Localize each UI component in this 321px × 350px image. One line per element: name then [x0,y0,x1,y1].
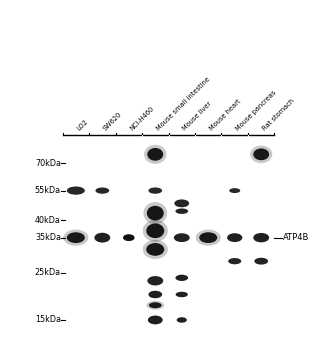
Text: ATP4B: ATP4B [282,233,309,242]
Ellipse shape [148,291,162,298]
Ellipse shape [147,206,164,220]
Text: Mouse pancreas: Mouse pancreas [235,89,277,132]
Ellipse shape [227,233,242,242]
Text: 70kDa: 70kDa [35,159,61,168]
Text: 40kDa: 40kDa [35,216,61,224]
Text: 35kDa: 35kDa [35,233,61,242]
Ellipse shape [143,240,168,259]
Text: NCI-H460: NCI-H460 [129,105,155,132]
Ellipse shape [67,232,85,243]
Ellipse shape [174,199,189,207]
Ellipse shape [229,188,240,193]
Ellipse shape [148,188,162,194]
Ellipse shape [177,317,187,323]
Ellipse shape [67,187,85,195]
Text: 25kDa: 25kDa [35,268,61,278]
Ellipse shape [143,202,167,224]
Ellipse shape [144,145,166,164]
Ellipse shape [176,292,188,297]
Text: 15kDa: 15kDa [35,315,61,324]
Ellipse shape [147,276,163,286]
Ellipse shape [94,233,110,243]
Ellipse shape [253,233,269,242]
Ellipse shape [250,146,272,163]
Ellipse shape [228,258,241,264]
Ellipse shape [254,258,268,265]
Text: LO2: LO2 [76,119,89,132]
Text: Mouse liver: Mouse liver [182,101,213,132]
Ellipse shape [175,209,188,214]
Ellipse shape [149,302,162,308]
Ellipse shape [199,232,217,243]
Ellipse shape [146,301,164,310]
Ellipse shape [253,148,269,160]
Ellipse shape [63,230,89,246]
Ellipse shape [123,234,134,241]
Text: Rat stomach: Rat stomach [261,98,295,132]
Ellipse shape [95,188,109,194]
Text: 55kDa: 55kDa [35,186,61,195]
Ellipse shape [195,230,221,246]
Ellipse shape [146,223,164,238]
Text: Mouse small intestine: Mouse small intestine [155,76,211,132]
Ellipse shape [175,275,188,281]
Ellipse shape [146,243,164,256]
Text: Mouse heart: Mouse heart [208,98,242,132]
Ellipse shape [143,220,168,242]
Ellipse shape [147,148,163,161]
Text: SW620: SW620 [102,111,123,132]
Ellipse shape [124,235,134,240]
Ellipse shape [174,233,190,242]
Ellipse shape [148,316,163,324]
